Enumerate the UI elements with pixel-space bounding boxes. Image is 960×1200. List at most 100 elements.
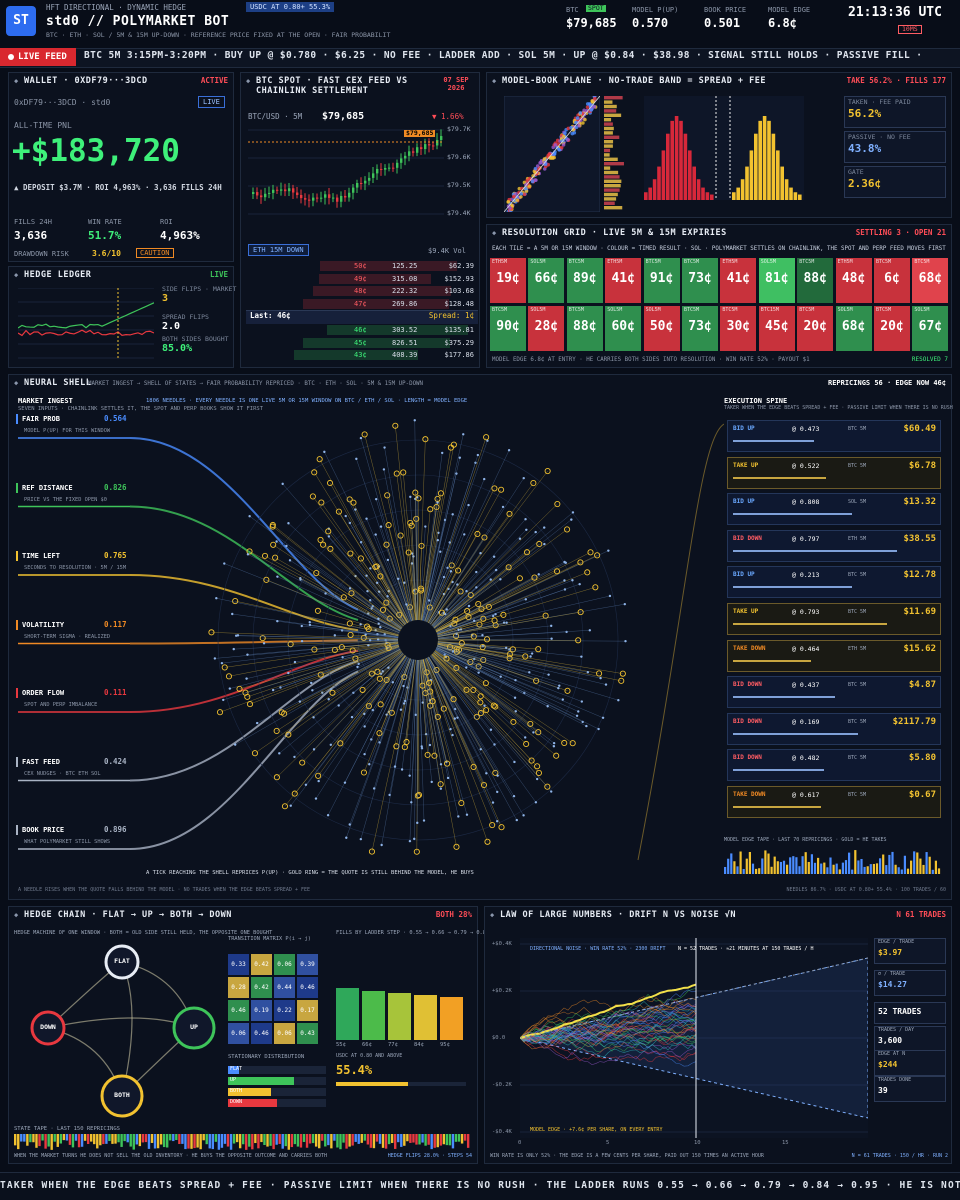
hist-bar [604, 135, 620, 139]
gold-ring [523, 740, 530, 748]
input-desc: SECONDS TO RESOLUTION · 5M / 15M [24, 565, 127, 571]
tape-cell [278, 1134, 281, 1144]
needle [437, 645, 454, 652]
state-node [172, 1006, 216, 1050]
gold-ring [444, 760, 451, 767]
tape-cell [339, 1134, 342, 1150]
stat-box [844, 96, 946, 128]
clock: 21:13:36 UTC [848, 5, 942, 20]
needle [436, 625, 451, 633]
order-side: BID UP [733, 425, 755, 432]
gold-ring [427, 702, 434, 709]
book-size: 408.39 [392, 351, 418, 359]
tile-market: BTC5M [568, 259, 584, 265]
lln-marker: N = 52 TRADES · ≈21 MINUTES AT 150 TRADE… [678, 946, 814, 952]
gold-ring [316, 456, 323, 463]
needle-tip [477, 671, 480, 674]
tape-bar [795, 857, 798, 874]
scatter-plane [504, 96, 600, 212]
order-bar [733, 769, 824, 772]
scatter-dot [506, 200, 511, 204]
gold-ring [577, 559, 584, 566]
tape-bar [742, 869, 745, 874]
tape-bar [739, 851, 742, 874]
state-label: DOWN [40, 1023, 56, 1031]
needle-tip [580, 655, 583, 658]
ledger-line [18, 302, 154, 329]
needle [264, 640, 399, 644]
hist-bar [604, 100, 613, 104]
order-amount: $13.32 [903, 497, 936, 508]
tape-cell [445, 1134, 449, 1146]
tile-market: ETH5M [837, 259, 853, 265]
tile-market: BTC15M [760, 307, 779, 313]
btc-date: 07 SEP 2026 [443, 76, 469, 93]
tape-bar [888, 854, 891, 874]
wallet-panel [8, 72, 234, 262]
gold-ring [619, 670, 626, 677]
needle [418, 659, 422, 747]
book-total: $103.68 [444, 287, 474, 295]
needle [364, 656, 408, 727]
needle [396, 473, 416, 621]
needle [224, 563, 400, 634]
needle [315, 656, 408, 799]
candle-body [412, 151, 415, 153]
needle-tip [575, 714, 579, 717]
gold-ring [397, 532, 404, 539]
needle [273, 544, 402, 630]
order-amount: $4.87 [908, 680, 936, 691]
needle [409, 659, 417, 776]
tape-bar [755, 868, 758, 874]
lln-stat-box [874, 1050, 946, 1076]
gold-ring [470, 763, 477, 770]
tape-bar [916, 852, 919, 874]
tape-cell [190, 1134, 193, 1149]
walk-path [520, 1023, 697, 1044]
needle [432, 653, 467, 690]
needle [433, 651, 534, 733]
tape-bar [906, 868, 910, 874]
needle [433, 652, 557, 756]
gold-ring [431, 752, 438, 759]
needle [249, 551, 401, 632]
footer-ticker: TAKER WHEN THE EDGE BEATS SPREAD + FEE ·… [0, 1180, 960, 1191]
x-tick-label: 5 [606, 1140, 610, 1146]
needle-tip [550, 637, 553, 640]
gold-ring [244, 693, 251, 700]
book-price: 46¢ [354, 326, 367, 334]
needle [273, 646, 400, 691]
state-node [100, 1074, 144, 1118]
tape-cell [71, 1134, 75, 1148]
tape-cell [348, 1134, 351, 1147]
matrix-cell: 0.28 [228, 977, 249, 998]
needle-tip [570, 518, 573, 521]
needle [400, 659, 414, 710]
needle-tip [445, 608, 448, 611]
needle-tip [287, 671, 290, 675]
needle-tip [446, 776, 450, 780]
needle-tip [457, 815, 460, 818]
tape-bar [792, 856, 795, 874]
needle-tip [383, 446, 386, 449]
needle [411, 659, 418, 803]
tape-cell [175, 1134, 178, 1141]
x-tick-label: 15 [782, 1140, 789, 1146]
needle [431, 654, 538, 767]
needle-tip [363, 752, 366, 756]
order-card [727, 420, 941, 452]
needle [392, 656, 408, 683]
needle-tip [513, 696, 517, 699]
needle [433, 543, 540, 629]
lln-model-edge: MODEL EDGE · +7.6¢ PER SHARE, ON EVERY E… [530, 1127, 663, 1133]
input-desc: CEX NUDGES · BTC ETH SOL [24, 770, 101, 777]
tape-cell [199, 1134, 202, 1150]
gold-ring [438, 609, 445, 616]
order-price: @ 0.522 [792, 461, 820, 470]
lln-legend: DIRECTIONAL NOISE · WIN RATE 52% · 2300 … [530, 946, 666, 952]
needle-tip [374, 533, 377, 536]
gold-ring [311, 646, 318, 653]
tape-bar [900, 869, 903, 874]
panel-icon: ◆ [14, 271, 19, 279]
tile-market: SOL5M [607, 307, 623, 313]
